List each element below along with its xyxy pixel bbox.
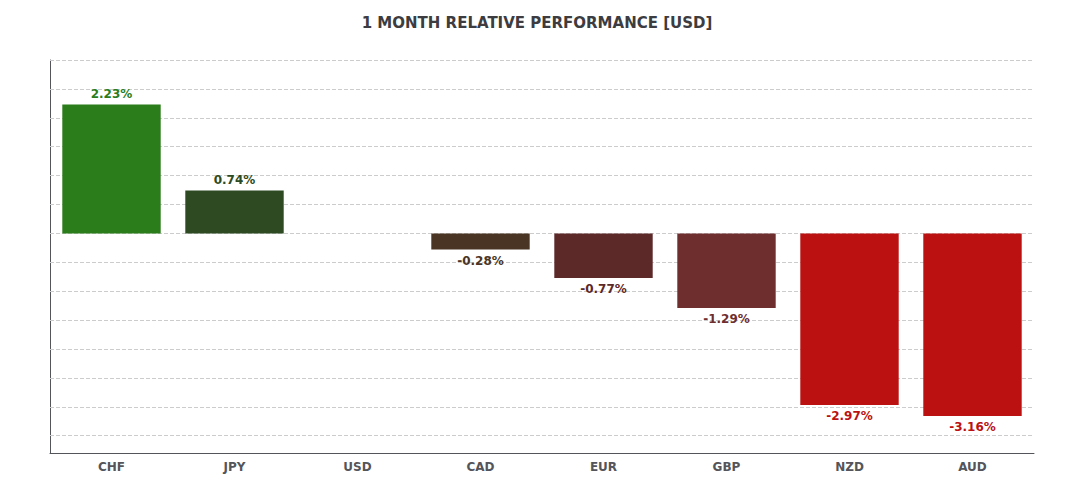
svg-text:-0.28%: -0.28%	[457, 254, 504, 268]
svg-text:AUD: AUD	[958, 460, 987, 474]
svg-text:-0.77%: -0.77%	[580, 282, 627, 296]
svg-text:2.23%: 2.23%	[91, 87, 133, 101]
svg-text:CAD: CAD	[466, 460, 494, 474]
svg-text:0.74%: 0.74%	[214, 173, 256, 187]
svg-text:-2.97%: -2.97%	[826, 409, 873, 423]
svg-text:EUR: EUR	[590, 460, 617, 474]
svg-text:JPY: JPY	[223, 460, 246, 474]
svg-text:-1.29%: -1.29%	[703, 312, 750, 326]
svg-text:1 MONTH RELATIVE PERFORMANCE [: 1 MONTH RELATIVE PERFORMANCE [USD]	[362, 14, 713, 32]
svg-text:NZD: NZD	[835, 460, 864, 474]
svg-text:CHF: CHF	[98, 460, 125, 474]
svg-text:GBP: GBP	[713, 460, 741, 474]
svg-text:-3.16%: -3.16%	[949, 420, 996, 434]
svg-text:USD: USD	[343, 460, 371, 474]
